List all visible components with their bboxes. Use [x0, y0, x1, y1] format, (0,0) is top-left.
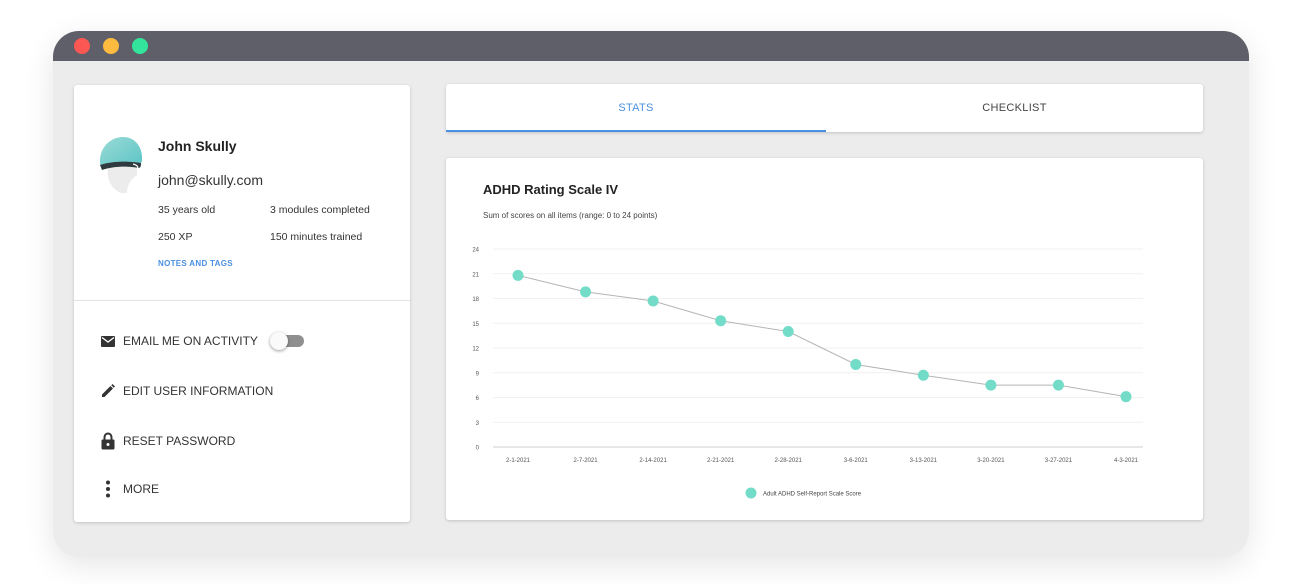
minutes-trained: 150 minutes trained	[270, 231, 363, 243]
x-tick-label: 2-21-2021	[707, 458, 735, 464]
data-point	[917, 369, 929, 381]
minimize-window-button[interactable]	[103, 38, 119, 54]
user-name: John Skully	[158, 138, 237, 154]
app-window: John Skully john@skully.com 35 years old…	[53, 31, 1249, 557]
x-tick-label: 2-14-2021	[639, 458, 667, 464]
email-activity-label: EMAIL ME ON ACTIVITY	[123, 334, 258, 348]
y-tick-label: 18	[472, 297, 479, 303]
chart-title: ADHD Rating Scale IV	[483, 182, 619, 197]
x-tick-label: 4-3-2021	[1114, 458, 1139, 464]
legend-marker	[745, 487, 757, 499]
data-point	[1120, 391, 1132, 403]
more-options-button[interactable]: MORE	[101, 477, 401, 501]
data-point	[647, 295, 659, 307]
data-point	[985, 379, 997, 391]
x-tick-label: 3-13-2021	[910, 458, 938, 464]
y-tick-label: 15	[472, 322, 479, 328]
divider	[74, 300, 410, 301]
active-tab-indicator	[446, 130, 826, 132]
title-bar	[53, 31, 1249, 61]
tab-checklist[interactable]: CHECKLIST	[982, 102, 1047, 114]
maximize-window-button[interactable]	[132, 38, 148, 54]
y-tick-label: 0	[476, 446, 480, 452]
edit-user-information-button[interactable]: EDIT USER INFORMATION	[101, 379, 401, 403]
notes-and-tags-link[interactable]: NOTES AND TAGS	[158, 259, 233, 268]
edit-user-information-label: EDIT USER INFORMATION	[123, 384, 274, 398]
data-point	[782, 326, 794, 337]
user-profile-card: John Skully john@skully.com 35 years old…	[74, 85, 410, 522]
x-tick-label: 3-27-2021	[1045, 458, 1073, 464]
reset-password-label: RESET PASSWORD	[123, 434, 236, 448]
data-point	[512, 269, 524, 281]
user-email: john@skully.com	[158, 172, 263, 188]
x-tick-label: 2-1-2021	[506, 458, 531, 464]
y-tick-label: 21	[472, 272, 479, 278]
tab-stats[interactable]: STATS	[618, 102, 654, 114]
line-chart: 0 3 6 9 12 15 18 21 24 2-1-2021 2-7-2021 2-14-2021 2…	[472, 248, 1143, 499]
lock-icon	[101, 432, 115, 450]
mail-icon	[101, 332, 115, 350]
data-point	[1052, 379, 1064, 391]
series-line	[517, 274, 1127, 398]
y-tick-label: 12	[472, 347, 479, 353]
y-tick-label: 3	[476, 421, 480, 427]
tab-bar: STATS CHECKLIST	[446, 84, 1203, 132]
x-tick-label: 3-20-2021	[977, 458, 1005, 464]
chart-subtitle: Sum of scores on all items (range: 0 to …	[483, 211, 658, 220]
more-label: MORE	[123, 482, 159, 496]
user-avatar-icon	[99, 137, 143, 193]
chart-card: ADHD Rating Scale IV Sum of scores on al…	[446, 158, 1203, 520]
data-point	[715, 315, 727, 327]
more-vert-icon	[101, 480, 115, 498]
x-tick-label: 3-6-2021	[844, 458, 869, 464]
y-tick-label: 24	[472, 248, 479, 254]
x-tick-label: 2-7-2021	[574, 458, 599, 464]
y-tick-label: 9	[476, 371, 480, 377]
reset-password-button[interactable]: RESET PASSWORD	[101, 429, 401, 453]
data-point	[580, 286, 592, 298]
x-tick-label: 2-28-2021	[775, 458, 803, 464]
legend-label: Adult ADHD Self-Report Scale Score	[763, 492, 862, 498]
y-tick-label: 6	[476, 396, 480, 402]
pencil-icon	[101, 382, 115, 400]
user-age: 35 years old	[158, 204, 216, 216]
close-window-button[interactable]	[74, 38, 90, 54]
email-activity-toggle[interactable]	[269, 332, 304, 350]
modules-completed: 3 modules completed	[270, 204, 370, 216]
toggle-knob	[269, 332, 288, 350]
data-point	[850, 359, 862, 370]
email-activity-setting: EMAIL ME ON ACTIVITY	[101, 329, 401, 353]
user-xp: 250 XP	[158, 231, 193, 243]
